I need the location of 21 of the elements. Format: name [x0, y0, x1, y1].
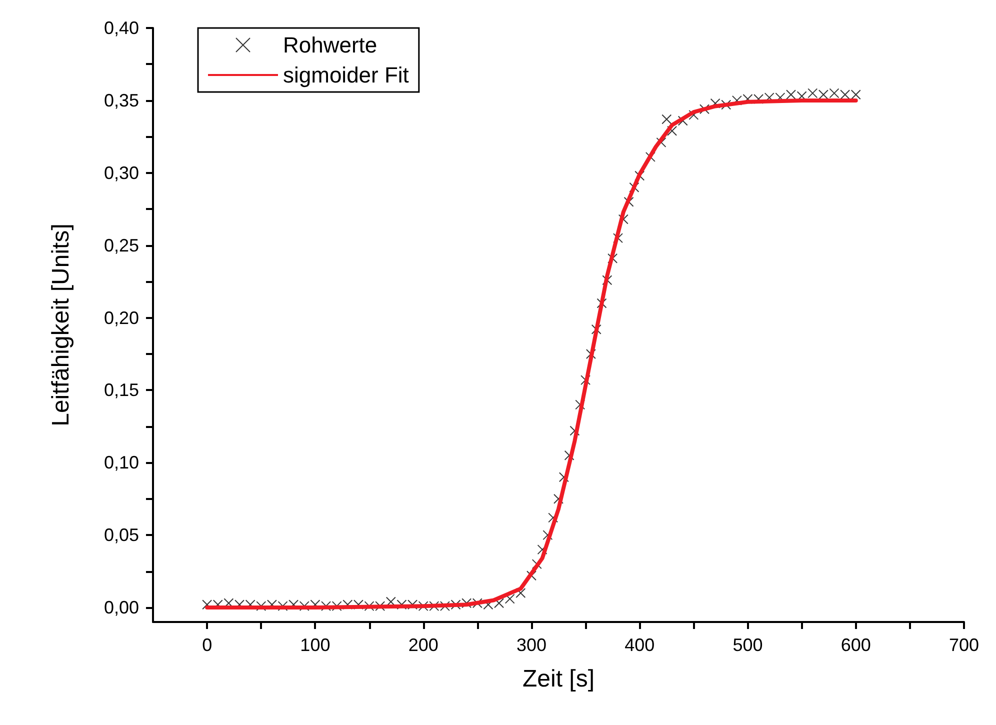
x-tick-label: 300 [516, 635, 546, 655]
y-axis-title: Leitfähigkeit [Units] [48, 224, 74, 426]
y-tick-label: 0,25 [104, 235, 139, 256]
y-tick-label: 0,15 [104, 380, 139, 400]
x-tick-label: 200 [408, 635, 438, 655]
y-tick-label: 0,10 [104, 452, 139, 473]
x-tick-label: 500 [732, 635, 763, 655]
y-tick-label: 0,40 [104, 18, 139, 38]
x-tick-label: 700 [948, 635, 980, 655]
y-tick-label: 0,30 [104, 162, 139, 183]
y-tick-label: 0,00 [104, 598, 139, 618]
x-tick-label: 0 [202, 635, 212, 655]
x-axis-title: Zeit [s] [522, 666, 595, 692]
legend-label: Rohwerte [283, 32, 378, 58]
x-tick-label: 400 [624, 635, 655, 655]
legend-label: sigmoider Fit [283, 62, 409, 88]
y-tick-label: 0,20 [104, 308, 139, 328]
x-tick-label: 600 [840, 635, 871, 655]
x-tick-label: 100 [300, 635, 330, 655]
y-tick-label: 0,05 [104, 525, 139, 546]
y-tick-label: 0,35 [104, 90, 139, 110]
